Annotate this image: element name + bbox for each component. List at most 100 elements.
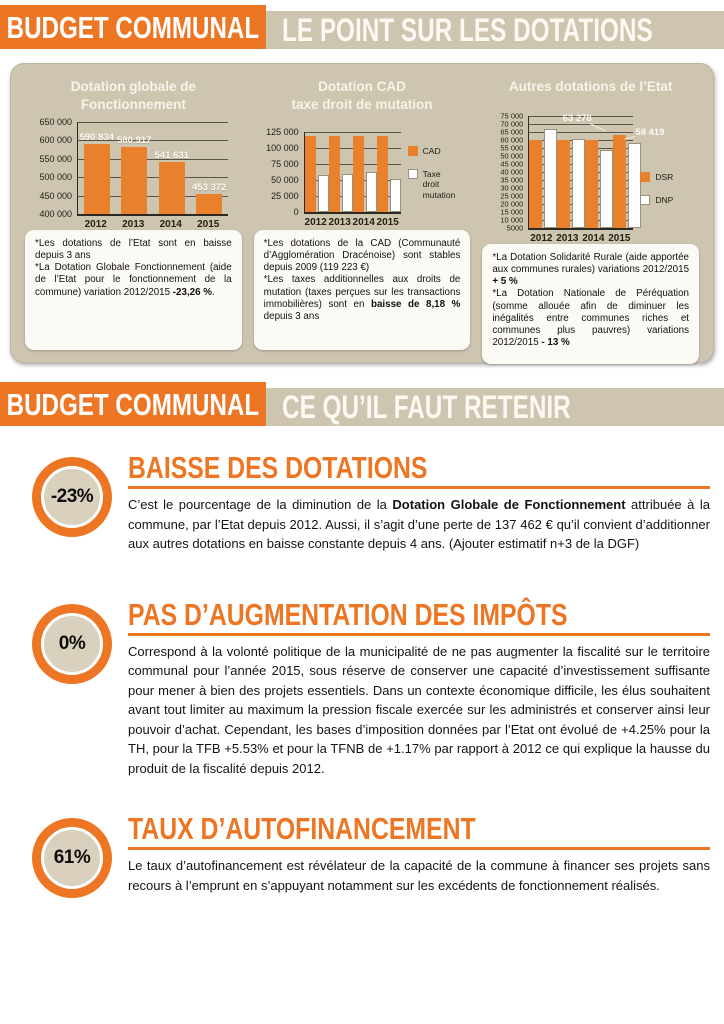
bar (389, 178, 401, 212)
section-heading: BAISSE DES DOTATIONS (128, 452, 710, 489)
bar (376, 135, 388, 212)
bar-wrap (557, 140, 571, 228)
y-tick-label: 20 000 (500, 199, 524, 209)
gridline (78, 122, 228, 123)
bar-wrap: 590 834 (80, 132, 114, 214)
plot-area: 63 278 58 419 (528, 113, 664, 230)
bar-group (352, 135, 377, 212)
percentage-badge: -23% (32, 457, 112, 537)
bar-group (529, 128, 558, 228)
bar-wrap (613, 134, 627, 228)
y-axis: 650 000 600 000 550 000 500 000 450 000 400 0… (25, 117, 77, 219)
y-tick-label: 100 000 (266, 143, 299, 153)
bar-group (376, 135, 401, 212)
legend-swatch-icon (640, 194, 651, 205)
section-content: BAISSE DES DOTATIONS C’est le pourcentag… (128, 452, 710, 554)
bar-group (304, 135, 329, 212)
bar (317, 174, 329, 212)
header-title: CE QU’IL FAUT RETENIR (282, 389, 571, 425)
bar-group: 590 834 (80, 132, 114, 214)
badge-value: 0% (41, 612, 103, 675)
gridline (529, 132, 634, 133)
section-content: TAUX D’AUTOFINANCEMENT Le taux d’autofin… (128, 813, 710, 895)
chart-row: 75 000 70 000 65 000 60 000 55 000 50 000 45 0… (482, 112, 664, 233)
x-tick-label: 2012 (84, 219, 107, 230)
bar (557, 140, 571, 228)
badge-value: 61% (41, 827, 103, 889)
note-dgf: *Les dotations de l’Etat sont en baisse … (25, 230, 242, 350)
x-axis-labels: 2012 2013 2014 2015 (304, 217, 400, 228)
bar-wrap: 453 372 (192, 182, 226, 214)
y-tick-label: 125 000 (266, 127, 299, 137)
chart-autres-dotations: 75 000 70 000 65 000 60 000 55 000 50 000 45 0… (482, 112, 699, 245)
chart-body: 75 000 70 000 65 000 60 000 55 000 50 000 45 0… (482, 112, 664, 245)
bar-wrap (628, 142, 642, 228)
bar-groups: 590 834 580 917 541 631 453 372 (78, 122, 228, 214)
bar (628, 142, 642, 228)
y-tick-label: 75 000 (500, 111, 524, 121)
legend-item: CAD (407, 146, 456, 157)
y-tick-label: 50 000 (500, 151, 524, 161)
gridline (78, 195, 228, 197)
y-axis: 75 000 70 000 65 000 60 000 55 000 50 000 45 0… (482, 112, 528, 233)
bar (613, 134, 627, 228)
x-tick-label: 2013 (122, 219, 145, 230)
brand-text: BUDGET COMMUNAL (6, 9, 260, 45)
bar-wrap (389, 178, 401, 212)
legend-item: DSR (640, 172, 673, 183)
chart-dgf: 650 000 600 000 550 000 500 000 450 000 400 0… (25, 117, 242, 230)
gridline (78, 177, 228, 179)
bar-group (557, 139, 586, 228)
y-tick-label: 60 000 (500, 135, 524, 145)
brand-text: BUDGET COMMUNAL (6, 386, 260, 422)
bar-wrap (600, 149, 614, 228)
chart-column-autres: Autres dotations de l’Etat 75 000 70 000 6… (476, 74, 705, 364)
y-tick-label: 50 000 (271, 175, 299, 185)
bar-group: 580 917 (117, 135, 151, 214)
x-tick-label: 2013 (556, 233, 579, 244)
bar (121, 147, 148, 214)
legend-swatch-icon (640, 172, 651, 182)
legend: CAD Taxe droit mutation (407, 146, 456, 201)
chart-row: 650 000 600 000 550 000 500 000 450 000 400 0… (25, 117, 228, 219)
header-retenir: BUDGET COMMUNAL CE QU’IL FAUT RETENIR (0, 381, 724, 427)
x-tick-label: 2015 (608, 233, 631, 244)
y-tick-label: 450 000 (39, 190, 72, 201)
bar-value-label: 541 631 (154, 149, 189, 161)
bar-group: 541 631 (155, 150, 189, 214)
y-tick-label: 650 000 (39, 117, 72, 127)
y-tick-label: 25 000 (500, 191, 524, 201)
bar-value-label: 580 917 (117, 135, 152, 147)
bar (585, 140, 599, 228)
bar-wrap (529, 140, 543, 228)
legend-swatch-icon (407, 168, 418, 179)
section-taux-autofinancement: 61% TAUX D’AUTOFINANCEMENT Le taux d’aut… (32, 813, 710, 898)
percentage-badge: 61% (32, 818, 112, 898)
y-tick-label: 40 000 (500, 167, 524, 177)
bar-group: 453 372 (192, 182, 226, 214)
y-tick-label: 550 000 (39, 153, 72, 164)
header-title: LE POINT SUR LES DOTATIONS (282, 12, 653, 48)
y-tick-label: 5000 (506, 223, 524, 233)
section-baisse-dotations: -23% BAISSE DES DOTATIONS C’est le pourc… (32, 452, 710, 554)
x-tick-label: 2015 (197, 219, 220, 230)
bar-wrap (328, 135, 340, 212)
bar-chart: 650 000 600 000 550 000 500 000 450 000 400 0… (25, 117, 228, 230)
section-heading: TAUX D’AUTOFINANCEMENT (128, 813, 710, 850)
chart-body: 125 000 100 000 75 000 50 000 25 000 0 2012 201… (254, 127, 401, 228)
x-tick-label: 2012 (530, 233, 553, 244)
bar-wrap: 541 631 (155, 150, 189, 214)
bar (158, 161, 185, 214)
bar (365, 171, 377, 212)
bar-groups (529, 116, 642, 228)
note-autres: *La Dotation Solidarité Rurale (aide app… (482, 244, 700, 364)
bar-wrap (304, 135, 316, 212)
legend: DSR DNP (640, 172, 673, 205)
y-tick-label: 70 000 (500, 119, 524, 129)
y-tick-label: 30 000 (500, 183, 524, 193)
note-cad: *Les dotations de la CAD (Communauté d’A… (253, 230, 471, 350)
y-tick-label: 45 000 (500, 159, 524, 169)
bar (529, 140, 543, 228)
bar-wrap (544, 128, 558, 228)
